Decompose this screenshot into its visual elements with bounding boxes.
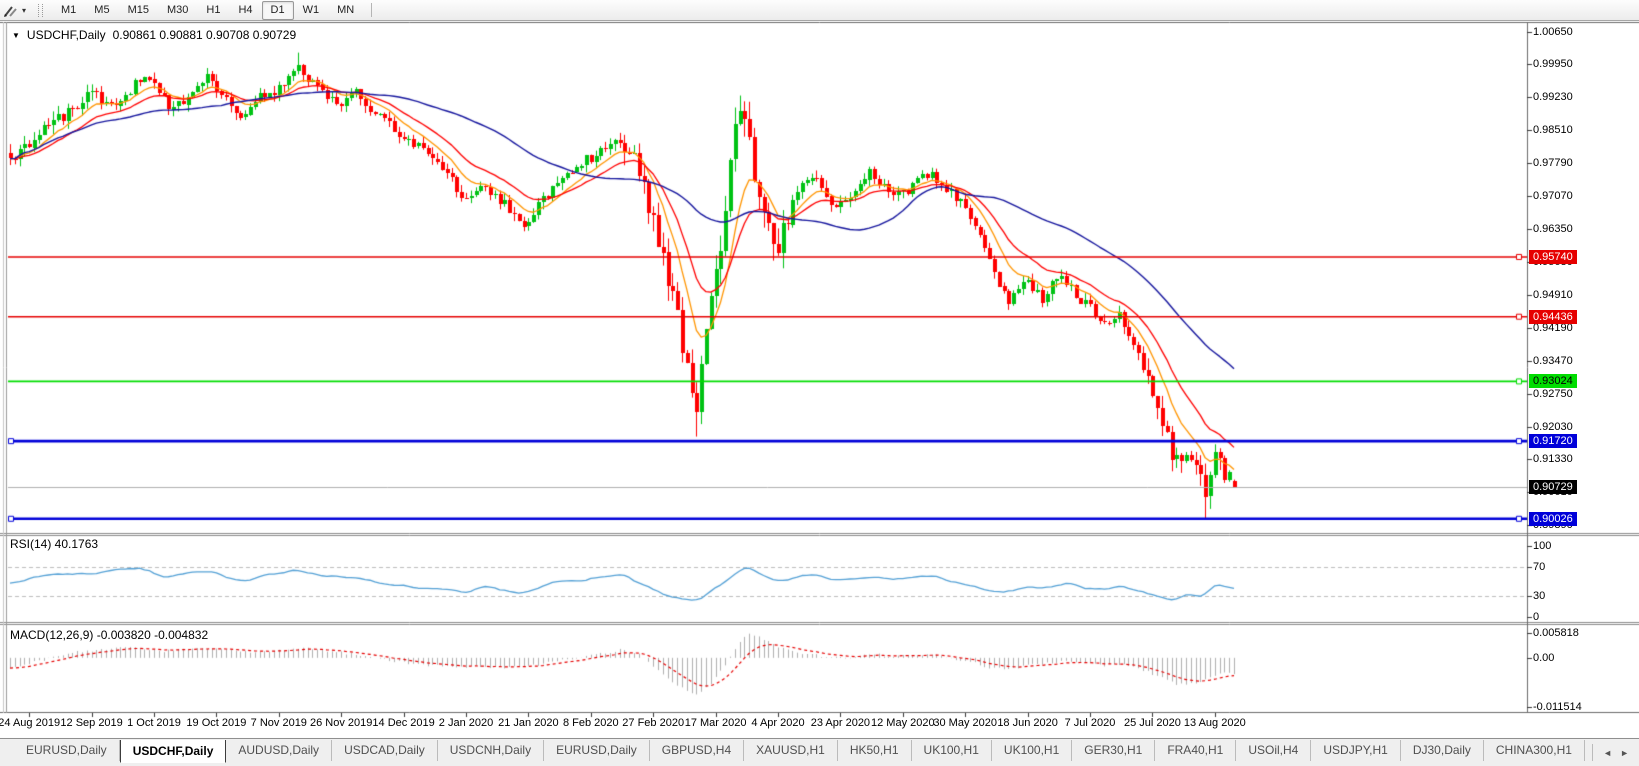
chart-title: ▼ USDCHF,Daily 0.90861 0.90881 0.90708 0… bbox=[12, 28, 296, 42]
chart-symbol-label: USDCHF,Daily bbox=[26, 28, 106, 42]
tab-scroll-left-button[interactable]: ◄ bbox=[1603, 747, 1613, 758]
chart-tab-gbpusd-h4[interactable]: GBPUSD,H4 bbox=[650, 740, 745, 761]
timeframe-h4-button[interactable]: H4 bbox=[238, 3, 253, 16]
timeframe-mn-button[interactable]: MN bbox=[337, 3, 355, 16]
date-axis-label: 13 Aug 2020 bbox=[1183, 717, 1246, 729]
chart-tab-eurusd-daily[interactable]: EURUSD,Daily bbox=[14, 740, 120, 761]
timeframe-h1-button[interactable]: H1 bbox=[206, 3, 221, 16]
price-axis-tick: 0.98510 bbox=[1533, 124, 1573, 137]
price-axis-tick: 0.92750 bbox=[1533, 387, 1573, 400]
macd-indicator-label: MACD(12,26,9) -0.003820 -0.004832 bbox=[10, 628, 209, 642]
date-axis-label: 17 Mar 2020 bbox=[684, 717, 747, 729]
date-axis-label: 14 Dec 2019 bbox=[372, 717, 435, 729]
timeframe-m5-button[interactable]: M5 bbox=[94, 3, 110, 16]
chart-tab-usoil-h1[interactable]: USOil,H1 bbox=[1585, 740, 1592, 761]
date-axis-label: 12 May 2020 bbox=[870, 717, 935, 729]
price-axis-tick: 0.93470 bbox=[1533, 354, 1573, 367]
draw-tool-button[interactable]: ▾ bbox=[1, 1, 28, 19]
horizontal-line-price-label[interactable]: 0.93024 bbox=[1529, 374, 1577, 389]
draw-tool-icon bbox=[4, 5, 17, 17]
rsi-axis-tick: 70 bbox=[1533, 561, 1546, 574]
toolbar-grip[interactable] bbox=[38, 3, 44, 17]
date-axis-label: 7 Nov 2019 bbox=[250, 717, 307, 729]
chart-tab-usoil-h4[interactable]: USOil,H4 bbox=[1236, 740, 1312, 761]
price-axis-tick: 0.97070 bbox=[1533, 190, 1573, 203]
date-axis-label: 12 Sep 2019 bbox=[60, 717, 123, 729]
date-axis-label: 25 Jul 2020 bbox=[1123, 717, 1181, 729]
chart-tab-eurusd-daily[interactable]: EURUSD,Daily bbox=[544, 740, 650, 761]
chart-ohlc-values: 0.90861 0.90881 0.90708 0.90729 bbox=[112, 28, 297, 42]
chart-tab-china300-h1[interactable]: CHINA300,H1 bbox=[1484, 740, 1585, 761]
chart-tab-usdjpy-h1[interactable]: USDJPY,H1 bbox=[1311, 740, 1401, 761]
collapse-triangle-icon[interactable]: ▼ bbox=[12, 30, 20, 40]
date-axis-label: 23 Apr 2020 bbox=[810, 717, 871, 729]
chart-tab-uk100-h1[interactable]: UK100,H1 bbox=[992, 740, 1073, 761]
date-axis-label: 30 May 2020 bbox=[933, 717, 997, 729]
date-axis-label: 27 Feb 2020 bbox=[622, 717, 685, 729]
date-axis-label: 18 Jun 2020 bbox=[997, 717, 1058, 729]
rsi-axis-tick: 100 bbox=[1533, 540, 1552, 552]
rsi-axis-tick: 0 bbox=[1533, 611, 1540, 623]
chevron-down-icon: ▾ bbox=[22, 5, 27, 15]
toolbar: ▾ M1 M5 M15 M30 H1 H4 D1 W1 MN bbox=[0, 0, 1639, 21]
date-axis-label: 1 Oct 2019 bbox=[127, 717, 181, 729]
price-axis-tick: 0.97790 bbox=[1533, 157, 1573, 170]
chart-tab-usdcnh-daily[interactable]: USDCNH,Daily bbox=[438, 740, 545, 761]
macd-axis-tick: 0.00 bbox=[1533, 651, 1555, 664]
macd-axis-tick: -0.011514 bbox=[1533, 701, 1582, 713]
chart-tab-uk100-h1[interactable]: UK100,H1 bbox=[912, 740, 992, 761]
price-axis-tick: 1.00650 bbox=[1533, 26, 1573, 38]
chart-tab-xauusd-h1[interactable]: XAUUSD,H1 bbox=[744, 740, 838, 761]
price-axis-tick: 0.99230 bbox=[1533, 91, 1573, 104]
date-axis-label: 21 Jan 2020 bbox=[498, 717, 559, 729]
rsi-indicator-label: RSI(14) 40.1763 bbox=[10, 537, 99, 551]
price-axis-tick: 0.96350 bbox=[1533, 223, 1573, 236]
macd-axis-tick: 0.005818 bbox=[1533, 627, 1579, 639]
date-axis-label: 8 Feb 2020 bbox=[562, 717, 619, 729]
chart-tab-bar: EURUSD,Daily USDCHF,Daily AUDUSD,Daily USDC… bbox=[0, 738, 1639, 766]
timeframe-m30-button[interactable]: M30 bbox=[166, 3, 189, 16]
price-axis-tick: 0.91330 bbox=[1533, 453, 1573, 466]
toolbar-separator bbox=[371, 3, 373, 17]
rsi-axis-tick: 30 bbox=[1533, 589, 1546, 602]
price-axis-tick: 0.92030 bbox=[1533, 420, 1573, 433]
date-axis-label: 4 Apr 2020 bbox=[751, 717, 805, 729]
timeframe-m1-button[interactable]: M1 bbox=[61, 3, 77, 16]
chart-tab-usdcad-daily[interactable]: USDCAD,Daily bbox=[332, 740, 438, 761]
current-price-label: 0.90729 bbox=[1529, 479, 1577, 494]
chart-tab-hk50-h1[interactable]: HK50,H1 bbox=[838, 740, 912, 761]
horizontal-line-price-label[interactable]: 0.91720 bbox=[1529, 434, 1577, 449]
chart-tab-ger30-h1[interactable]: GER30,H1 bbox=[1072, 740, 1156, 761]
timeframe-w1-button[interactable]: W1 bbox=[302, 3, 320, 16]
price-axis-tick: 0.94910 bbox=[1533, 288, 1573, 301]
timeframe-d1-button[interactable]: D1 bbox=[261, 0, 294, 20]
horizontal-line-price-label[interactable]: 0.94436 bbox=[1529, 309, 1577, 324]
date-axis-label: 19 Oct 2019 bbox=[186, 717, 247, 729]
chart-tab-usdchf-daily[interactable]: USDCHF,Daily bbox=[119, 740, 227, 763]
price-axis-tick: 0.94190 bbox=[1533, 321, 1573, 334]
chart-tab-dj30-daily[interactable]: DJ30,Daily bbox=[1401, 740, 1484, 761]
chart-tab-audusd-daily[interactable]: AUDUSD,Daily bbox=[226, 740, 333, 761]
chart-tab-fra40-h1[interactable]: FRA40,H1 bbox=[1155, 740, 1237, 761]
tab-scroll-controls: ◄ ► bbox=[1592, 744, 1639, 761]
date-axis-label: 26 Nov 2019 bbox=[309, 717, 373, 729]
date-axis-label: 7 Jul 2020 bbox=[1064, 717, 1116, 729]
tab-scroll-right-button[interactable]: ► bbox=[1620, 747, 1629, 758]
timeframe-m15-button[interactable]: M15 bbox=[127, 3, 149, 16]
date-axis-label: 24 Aug 2019 bbox=[0, 717, 61, 729]
horizontal-line-price-label[interactable]: 0.90026 bbox=[1529, 511, 1577, 526]
timeframe-toolbar: M1 M5 M15 M30 H1 H4 D1 W1 MN bbox=[52, 0, 363, 20]
horizontal-line-price-label[interactable]: 0.95740 bbox=[1529, 249, 1577, 264]
price-axis-tick: 0.99950 bbox=[1533, 58, 1573, 71]
date-axis-label: 2 Jan 2020 bbox=[438, 717, 494, 729]
